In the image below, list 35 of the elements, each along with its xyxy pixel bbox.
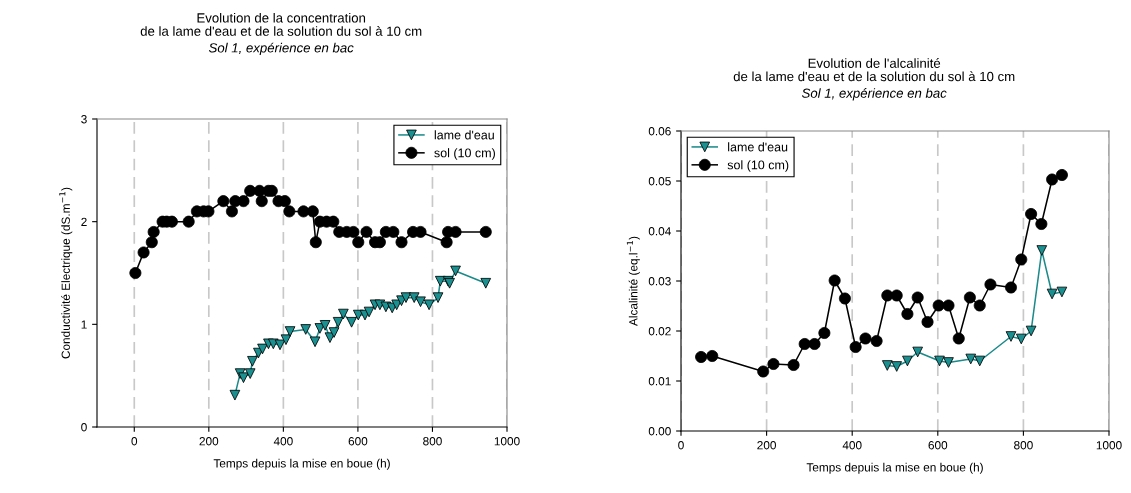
y-tick-label: 1 xyxy=(81,320,87,329)
x-tick-label: 0 xyxy=(131,437,138,446)
x-tick-label: 200 xyxy=(199,437,219,446)
y-tick-label: 3 xyxy=(81,115,87,124)
chart-title: Evolution de la concentration de la lame d'eau et de la solution du sol à 10 cm xyxy=(140,12,422,36)
y-tick-label: 0.02 xyxy=(648,327,671,336)
x-axis-title: Temps depuis la mise en boue (h) xyxy=(806,462,983,474)
chart-subtitle: Sol 1, expérience en bac xyxy=(801,87,947,101)
y-tick-label: 2 xyxy=(81,217,87,226)
y-axis-title: Alcalinité (eq.l$^{−1}$) xyxy=(626,236,640,327)
legend-label: lame d'eau xyxy=(728,142,788,152)
x-tick-label: 600 xyxy=(928,441,948,450)
y-tick-label: 0 xyxy=(81,423,87,432)
legend-label: sol (10 cm) xyxy=(434,148,495,160)
legend-label: sol (10 cm) xyxy=(727,160,789,172)
chart-subtitle: Sol 1, expérience en bac xyxy=(208,42,354,56)
y-tick-label: 0.01 xyxy=(648,377,671,386)
x-tick-label: 1000 xyxy=(1096,441,1122,450)
x-tick-label: 400 xyxy=(842,441,862,450)
x-tick-label: 1000 xyxy=(494,437,520,446)
y-tick-label: 0.05 xyxy=(648,177,671,186)
x-tick-label: 200 xyxy=(757,441,776,450)
y-tick-label: 0.03 xyxy=(648,277,671,286)
y-axis-title: Conductivité Electrique (dS.m$^{−1}$) xyxy=(59,187,73,359)
x-axis-title: Temps depuis la mise en boue (h) xyxy=(213,458,390,470)
y-tick-label: 0.04 xyxy=(648,227,671,236)
x-tick-label: 800 xyxy=(1014,441,1033,450)
x-tick-label: 0 xyxy=(678,441,684,450)
x-tick-label: 800 xyxy=(423,437,442,446)
y-tick-label: 0.00 xyxy=(648,427,671,436)
y-tick-label: 0.06 xyxy=(648,127,671,136)
x-tick-label: 400 xyxy=(273,437,293,446)
x-tick-label: 600 xyxy=(348,437,368,446)
legend-label: lame d'eau xyxy=(434,130,494,140)
chart-title: Evolution de l'alcalinité de la lame d'eau et de la solution du sol à 10 cm xyxy=(733,58,1015,82)
